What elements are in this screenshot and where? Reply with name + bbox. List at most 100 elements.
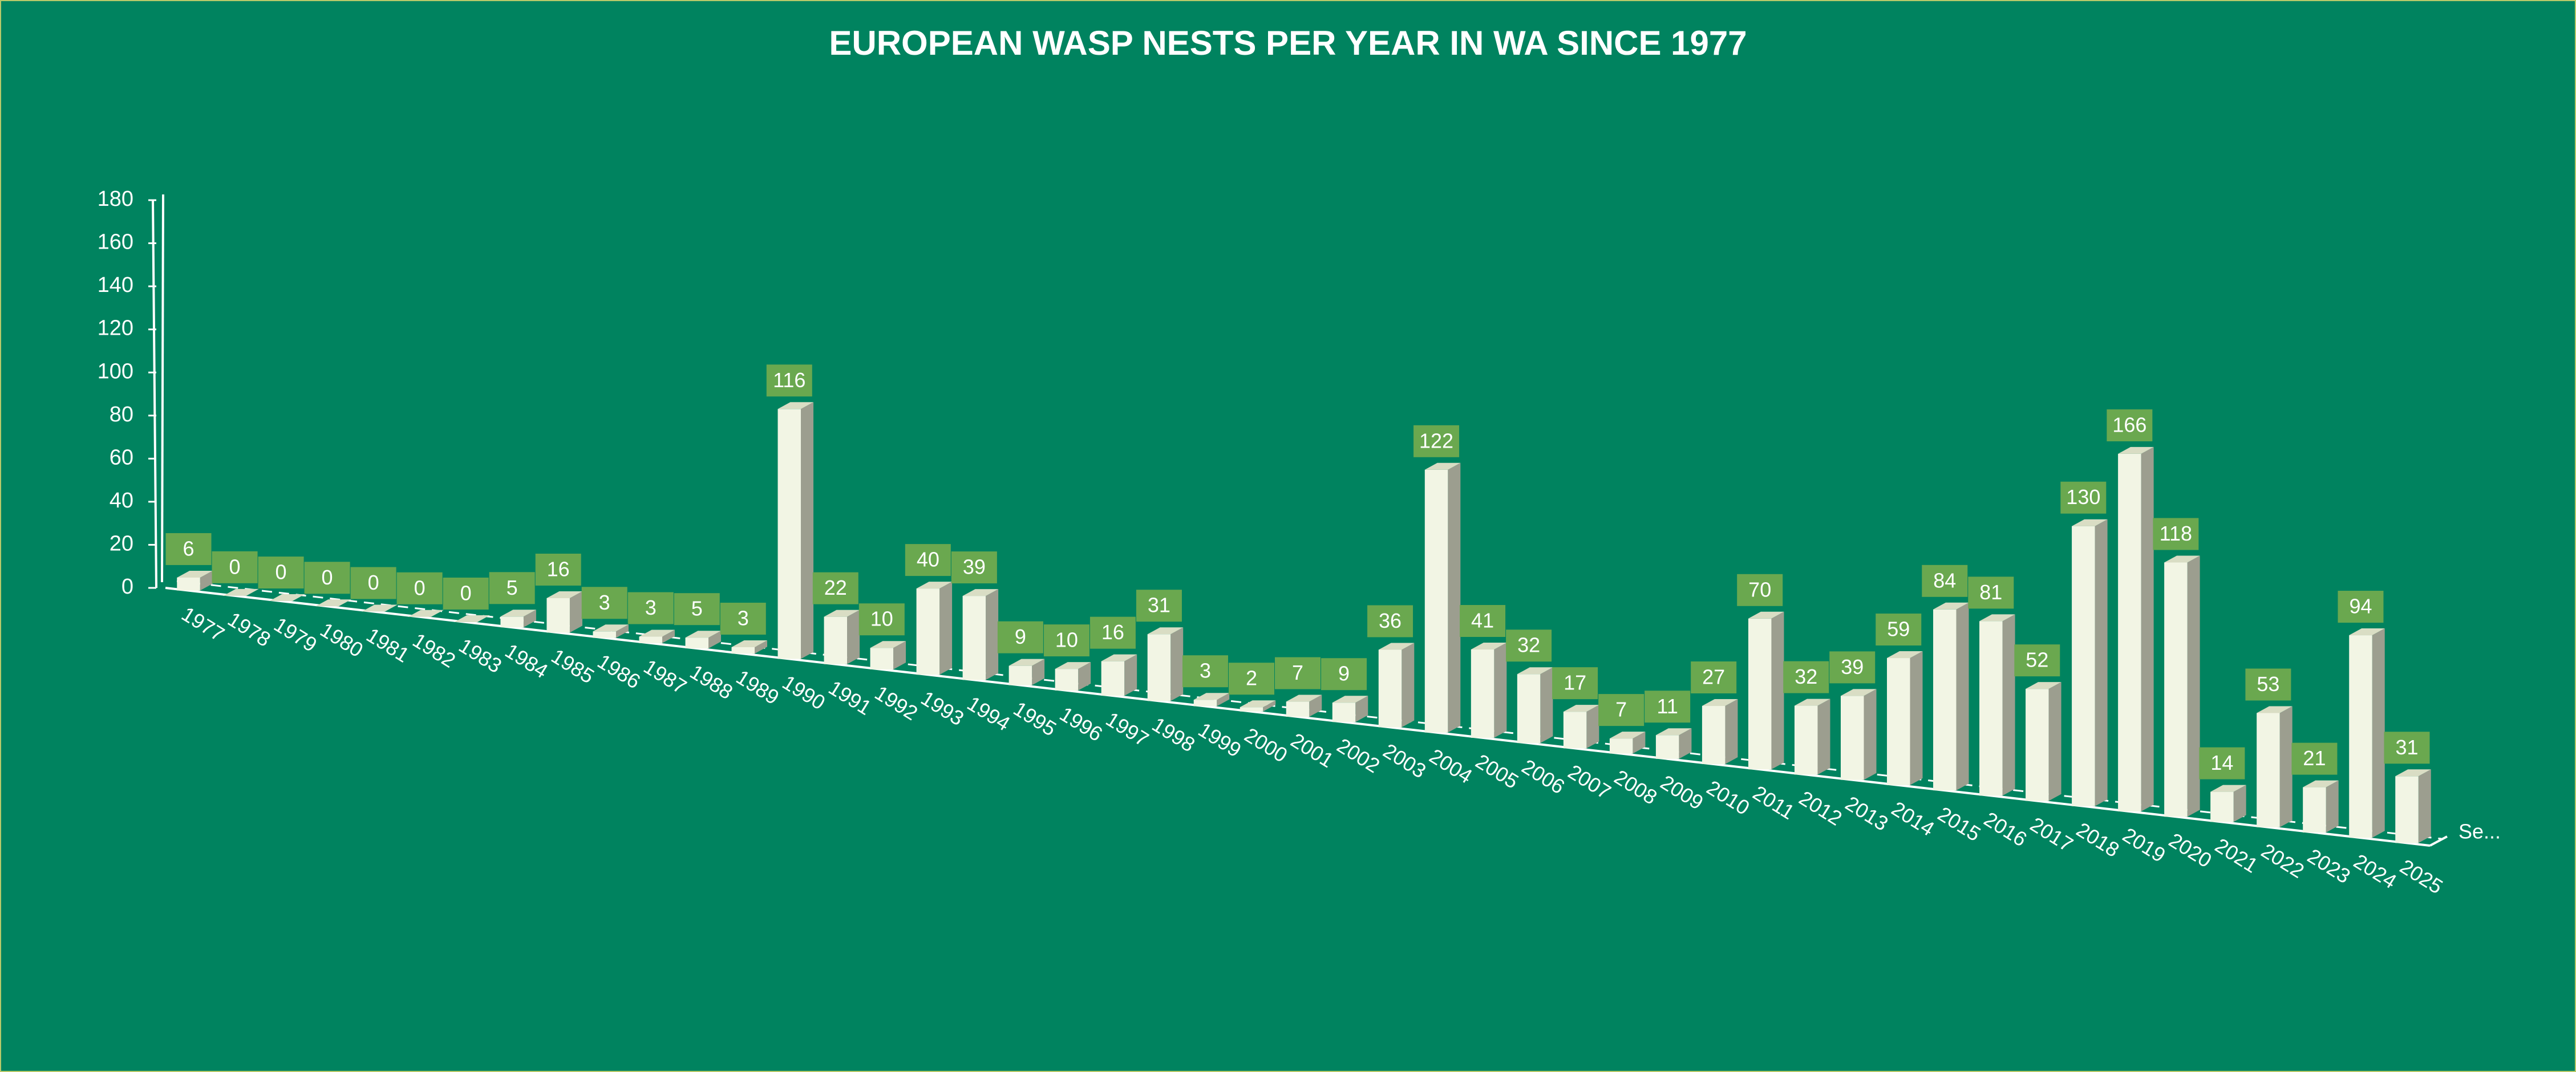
data-label: 0 <box>229 555 241 578</box>
data-label: 32 <box>1517 634 1540 657</box>
bar-top <box>1517 667 1553 675</box>
data-label-box <box>1413 425 1460 457</box>
data-label-box <box>951 551 997 584</box>
data-label-box <box>1598 694 1645 726</box>
data-label: 31 <box>1148 594 1170 617</box>
bar <box>2210 791 2234 822</box>
data-label-box <box>674 593 720 626</box>
bar-side <box>523 610 536 628</box>
data-label-box <box>720 602 766 635</box>
data-label-box <box>2291 742 2338 775</box>
bar-side <box>2326 780 2339 833</box>
y-tick-label: 180 <box>98 187 133 211</box>
bar-side <box>1402 643 1415 728</box>
bar-side <box>2372 628 2385 838</box>
bar <box>2349 635 2372 838</box>
bar <box>1979 621 2003 796</box>
bar-top <box>1887 651 1923 659</box>
back-wall-edge <box>161 194 164 583</box>
bar-side <box>615 624 629 638</box>
data-label: 122 <box>1419 429 1453 452</box>
data-label: 130 <box>2066 485 2100 509</box>
data-label: 36 <box>1379 609 1402 632</box>
bar-top <box>1702 699 1738 706</box>
data-label: 16 <box>547 557 570 580</box>
series-label: Se... <box>2458 820 2501 843</box>
bar-side <box>755 640 768 654</box>
bar-top <box>1609 732 1646 739</box>
data-label: 118 <box>2160 522 2192 545</box>
data-label-box <box>812 572 858 604</box>
bar-side <box>1864 689 1877 780</box>
data-label: 16 <box>1101 620 1124 644</box>
data-label-box <box>1783 661 1829 693</box>
bar <box>1794 705 1818 775</box>
bar-side <box>1771 611 1784 770</box>
bar-side <box>1586 705 1599 749</box>
bar <box>870 648 894 669</box>
data-label: 53 <box>2257 672 2279 696</box>
bar-top <box>824 610 860 617</box>
bar <box>1471 649 1494 738</box>
data-label-box <box>489 572 535 604</box>
bar-top <box>639 630 675 637</box>
bar <box>500 616 524 628</box>
bar-side <box>1956 602 1969 791</box>
bar <box>2118 453 2141 812</box>
bar-top <box>1748 611 1784 619</box>
bar <box>824 616 848 664</box>
bar-top <box>1240 700 1276 708</box>
data-label: 5 <box>691 597 703 620</box>
data-label: 6 <box>183 537 194 560</box>
data-label: 41 <box>1471 609 1494 632</box>
bar <box>1101 661 1125 696</box>
data-label: 3 <box>1200 659 1211 683</box>
chart-title: EUROPEAN WASP NESTS PER YEAR IN WA SINCE… <box>829 24 1747 62</box>
data-label-box <box>1737 574 1783 606</box>
bar-top <box>1424 462 1461 470</box>
data-label-box <box>1506 630 1552 662</box>
data-label: 0 <box>414 576 426 599</box>
data-label: 32 <box>1795 665 1817 688</box>
data-label-box <box>1922 565 1968 597</box>
data-label-box <box>1691 661 1737 694</box>
bar <box>1008 665 1032 685</box>
data-label-box <box>304 562 350 594</box>
bar-top <box>2026 682 2061 689</box>
data-label-box <box>1182 655 1228 688</box>
bar-top <box>1101 654 1137 661</box>
bar-top <box>1563 705 1599 712</box>
y-axis <box>152 200 157 588</box>
data-label-box <box>396 572 443 604</box>
data-label: 3 <box>738 606 749 630</box>
bar-top <box>2257 706 2293 713</box>
data-label-box <box>627 592 674 624</box>
bar-side <box>1633 732 1646 754</box>
bar-side <box>708 631 721 649</box>
bar-top <box>362 604 398 612</box>
bar-side <box>893 641 906 669</box>
bar <box>546 598 570 633</box>
y-tick-label: 20 <box>110 531 133 555</box>
bar-top <box>2118 446 2154 454</box>
y-tick-label: 140 <box>98 273 133 297</box>
bar <box>2303 787 2326 833</box>
bar-side <box>1309 695 1322 717</box>
bar <box>1609 738 1633 754</box>
data-label: 14 <box>2210 751 2233 774</box>
y-tick-label: 0 <box>121 575 133 599</box>
bar <box>2395 776 2419 843</box>
data-label-box <box>1968 576 2014 609</box>
bar-top <box>2303 780 2339 787</box>
data-label: 5 <box>507 576 518 599</box>
bar <box>1378 649 1402 728</box>
bar-top <box>916 582 953 589</box>
bar-side <box>1217 693 1230 706</box>
bar-top <box>1933 602 1969 610</box>
bar-top <box>2164 555 2200 563</box>
data-label-box <box>2014 644 2060 677</box>
data-label: 59 <box>1887 618 1910 641</box>
data-label: 3 <box>645 596 657 619</box>
